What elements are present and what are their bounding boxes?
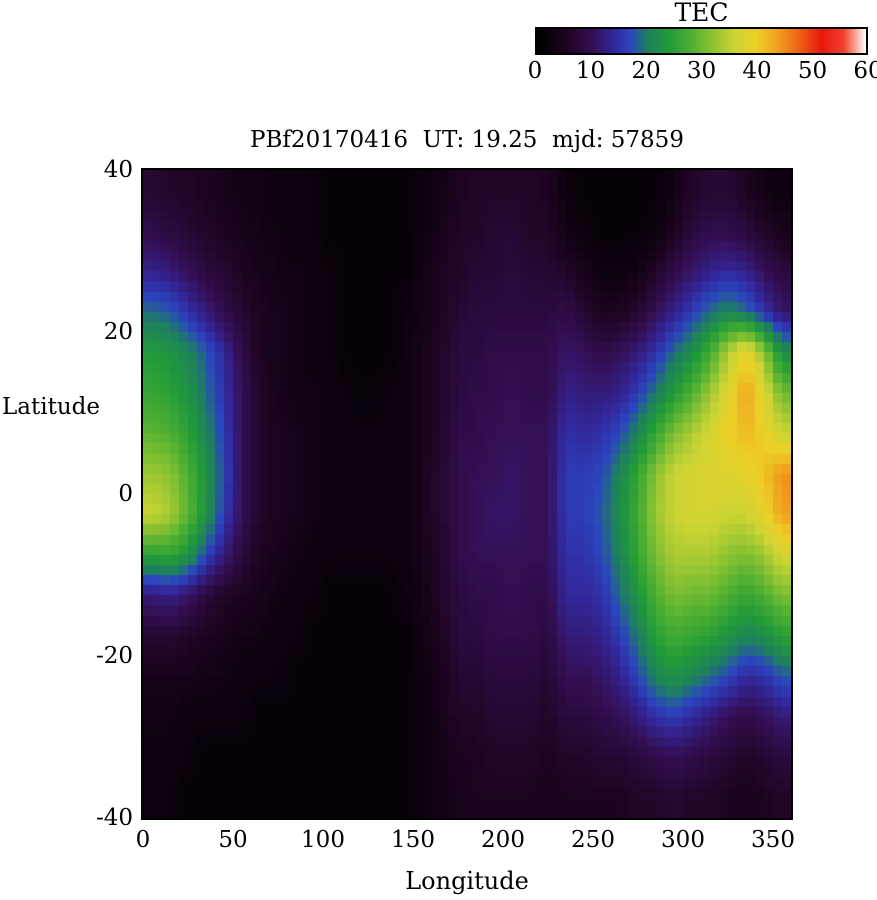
y-tick-label: 20: [103, 319, 133, 345]
x-tick-label: 100: [301, 827, 345, 853]
colorbar-tick-labels: 0 10 20 30 40 50 60: [528, 58, 877, 86]
y-axis-tick-labels: 40 20 0 -20 -40: [0, 157, 133, 831]
colorbar-tick-label: 50: [797, 58, 828, 84]
colorbar-tick-label: 60: [853, 58, 877, 84]
colorbar-tick-label: 30: [686, 58, 717, 84]
x-tick-label: 300: [661, 827, 705, 853]
x-tick-label: 200: [481, 827, 525, 853]
y-tick-label: -20: [95, 643, 133, 669]
x-tick-label: 50: [218, 827, 248, 853]
colorbar-frame: [535, 27, 868, 55]
x-tick-label: 350: [751, 827, 795, 853]
colorbar-tick-label: 20: [631, 58, 661, 84]
x-tick-label: 250: [571, 827, 615, 853]
y-tick-label: 0: [118, 481, 133, 507]
plot-title: PBf20170416 UT: 19.25 mjd: 57859: [250, 127, 684, 153]
y-tick-label: 40: [103, 157, 133, 183]
colorbar-tick-label: 10: [575, 58, 606, 84]
x-tick-label: 0: [135, 827, 151, 853]
y-axis-label: Latitude: [2, 394, 100, 420]
colorbar-canvas: [537, 29, 866, 53]
colorbar-tick-label: 40: [742, 58, 772, 84]
plot-frame: [141, 168, 793, 820]
colorbar-tick-label: 0: [527, 58, 543, 84]
x-tick-label: 150: [391, 827, 435, 853]
colorbar-title: TEC: [674, 0, 729, 27]
x-axis-label: Longitude: [405, 867, 529, 895]
heatmap-canvas: [143, 170, 791, 818]
y-tick-label: -40: [95, 805, 133, 831]
x-axis-tick-labels: 0 50 100 150 200 250 300 350: [136, 827, 795, 855]
